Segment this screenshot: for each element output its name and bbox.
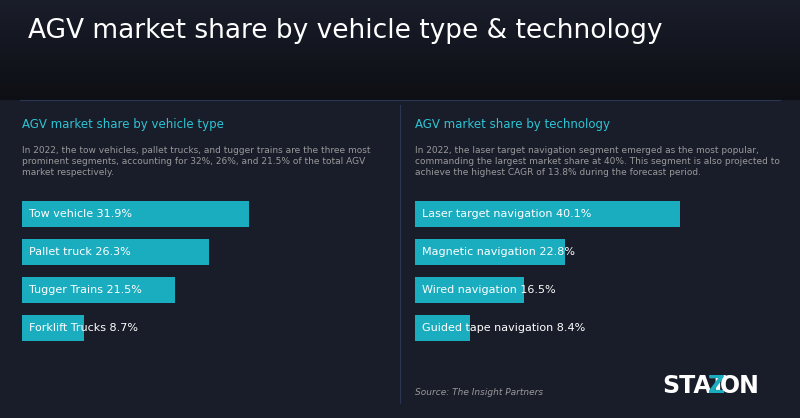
Bar: [0, 79, 800, 82]
Bar: [0, 9, 800, 13]
Text: prominent segments, accounting for 32%, 26%, and 21.5% of the total AGV: prominent segments, accounting for 32%, …: [22, 157, 366, 166]
Text: AGV market share by vehicle type: AGV market share by vehicle type: [22, 118, 224, 131]
Bar: [0, 69, 800, 72]
Text: STAT: STAT: [662, 374, 726, 398]
Bar: [0, 89, 800, 92]
Bar: [0, 31, 800, 35]
Text: Tow vehicle 31.9%: Tow vehicle 31.9%: [29, 209, 132, 219]
Bar: [0, 84, 800, 87]
Bar: [415, 239, 566, 265]
Bar: [0, 64, 800, 67]
Bar: [0, 19, 800, 23]
Bar: [0, 0, 800, 3]
Text: Source: The Insight Partners: Source: The Insight Partners: [415, 388, 543, 397]
Bar: [0, 56, 800, 60]
Text: commanding the largest market share at 40%. This segment is also projected to: commanding the largest market share at 4…: [415, 157, 780, 166]
Text: Pallet truck 26.3%: Pallet truck 26.3%: [29, 247, 130, 257]
Bar: [0, 74, 800, 77]
Bar: [0, 82, 800, 85]
Bar: [0, 39, 800, 43]
Bar: [0, 97, 800, 100]
Text: Forklift Trucks 8.7%: Forklift Trucks 8.7%: [29, 323, 138, 333]
Text: AGV market share by technology: AGV market share by technology: [415, 118, 610, 131]
Bar: [0, 29, 800, 33]
Text: Laser target navigation 40.1%: Laser target navigation 40.1%: [422, 209, 591, 219]
Text: Z: Z: [708, 374, 725, 398]
Bar: [0, 87, 800, 90]
Text: Wired navigation 16.5%: Wired navigation 16.5%: [422, 285, 556, 295]
Bar: [0, 66, 800, 70]
Text: In 2022, the laser target navigation segment emerged as the most popular,: In 2022, the laser target navigation seg…: [415, 146, 758, 155]
Text: Tugger Trains 21.5%: Tugger Trains 21.5%: [29, 285, 142, 295]
Bar: [0, 24, 800, 28]
Bar: [0, 14, 800, 18]
Bar: [22, 239, 210, 265]
Text: achieve the highest CAGR of 13.8% during the forecast period.: achieve the highest CAGR of 13.8% during…: [415, 168, 701, 177]
Bar: [0, 2, 800, 5]
Bar: [0, 44, 800, 48]
Text: market respectively.: market respectively.: [22, 168, 114, 177]
Bar: [0, 16, 800, 20]
Bar: [415, 277, 524, 303]
Bar: [415, 201, 680, 227]
Bar: [0, 92, 800, 95]
Bar: [415, 315, 470, 341]
Text: ON: ON: [720, 374, 760, 398]
Bar: [0, 4, 800, 8]
Bar: [0, 7, 800, 10]
Bar: [22, 277, 175, 303]
Bar: [22, 315, 84, 341]
Bar: [0, 26, 800, 30]
Bar: [0, 71, 800, 75]
Bar: [0, 76, 800, 80]
Bar: [0, 34, 800, 38]
Bar: [0, 49, 800, 53]
Bar: [0, 54, 800, 58]
Bar: [0, 59, 800, 63]
Bar: [0, 12, 800, 15]
Bar: [22, 201, 250, 227]
Bar: [0, 41, 800, 45]
Text: Magnetic navigation 22.8%: Magnetic navigation 22.8%: [422, 247, 575, 257]
Bar: [0, 21, 800, 25]
Bar: [0, 36, 800, 40]
Text: In 2022, the tow vehicles, pallet trucks, and tugger trains are the three most: In 2022, the tow vehicles, pallet trucks…: [22, 146, 370, 155]
Bar: [0, 46, 800, 50]
Text: AGV market share by vehicle type & technology: AGV market share by vehicle type & techn…: [28, 18, 662, 44]
Bar: [0, 61, 800, 65]
Bar: [0, 94, 800, 97]
Bar: [0, 51, 800, 55]
Bar: [0, 100, 800, 418]
Text: Guided tape navigation 8.4%: Guided tape navigation 8.4%: [422, 323, 586, 333]
